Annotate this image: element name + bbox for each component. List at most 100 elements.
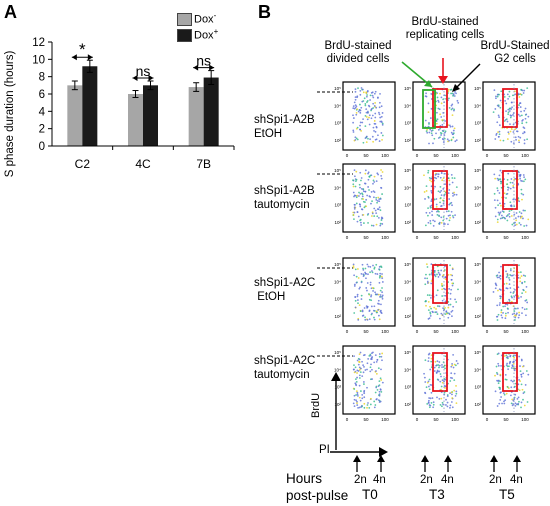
bar [82,66,98,146]
cell-dot [354,88,357,91]
up-arrowhead [421,455,429,462]
cell-dot [527,115,530,118]
cell-dot [522,118,524,121]
cell-dot [442,98,444,101]
cell-dot [522,209,525,212]
cell-dot [518,355,521,358]
cell-dot [495,275,498,277]
cell-dot [372,264,374,267]
cell-dot [377,309,379,311]
plot-y-tick-label: 10² [474,138,481,143]
cell-dot [439,113,442,116]
cell-dot [512,131,515,133]
cell-dot [504,217,507,220]
cell-dot [455,139,458,142]
cell-dot [510,391,513,393]
cell-dot [507,311,509,314]
cell-dot [453,379,456,382]
cell-dot [353,394,356,397]
bar [188,87,204,146]
cell-dot [439,92,441,95]
cell-dot [432,219,435,222]
cell-dot [430,98,433,100]
cell-dot [438,215,441,218]
cell-dot [454,364,457,367]
cell-dot [499,399,502,401]
cell-dot [426,131,429,134]
cell-dot [444,172,446,175]
cell-dot [450,278,453,281]
cell-dot [371,378,373,380]
cell-dot [365,91,368,94]
cell-dot [518,314,521,317]
cell-dot [515,270,518,273]
plot-x-tick-label: 100 [451,417,459,422]
cell-dot [445,312,448,315]
bracket-arrowhead [193,64,199,71]
cell-dot [512,198,515,201]
cell-dot [360,130,363,132]
cell-dot [521,292,524,295]
cell-dot [512,185,515,187]
cell-dot [507,189,509,191]
cell-dot [451,397,454,399]
cell-dot [380,177,383,180]
cell-dot [505,364,508,367]
column-header-replicating: BrdU-stained replicating cells [405,16,485,41]
cell-dot [514,319,516,321]
cell-dot [513,398,516,401]
cell-dot [353,203,356,206]
cell-dot [378,268,381,271]
cell-dot [359,203,362,206]
cell-dot [449,217,451,219]
cell-dot [512,270,515,273]
cell-dot [376,172,379,175]
cell-dot [354,136,357,139]
cell-dot [510,108,513,110]
legend-label-dox-minus: Dox- [194,11,217,26]
cell-dot [517,402,520,405]
cell-dot [497,382,500,385]
cell-dot [356,96,358,99]
cell-dot [456,362,459,365]
cell-dot [494,138,497,140]
cell-dot [499,180,502,183]
gate-box [432,264,448,304]
cell-dot [355,113,358,116]
cell-dot [516,264,518,267]
cell-dot [524,275,527,277]
cell-dot [380,187,383,189]
cell-dot [448,198,451,200]
cell-dot [379,116,382,119]
cell-dot [502,289,505,292]
cell-dot [366,362,369,365]
cell-dot [357,363,360,366]
cell-dot [506,214,509,216]
cell-dot [366,318,369,321]
cell-dot [359,128,361,131]
cell-dot [428,388,431,391]
cell-dot [364,104,367,107]
cell-dot [503,216,506,219]
cell-dot [363,396,366,399]
cell-dot [366,94,368,96]
cell-dot [513,295,516,298]
cell-dot [440,96,443,99]
cell-dot [506,127,508,129]
significance-label: ns [196,53,211,69]
cell-dot [430,132,433,135]
cell-dot [508,210,511,213]
cell-dot [374,116,377,119]
cell-dot [363,392,366,395]
cell-dot [359,89,362,92]
cell-dot [375,196,378,199]
cell-dot [377,385,380,387]
cell-dot [429,205,432,208]
cell-dot [428,177,431,179]
cell-dot [358,304,361,306]
cell-dot [519,380,521,383]
cell-dot [506,287,509,290]
y-tick-label: 0 [39,141,45,153]
